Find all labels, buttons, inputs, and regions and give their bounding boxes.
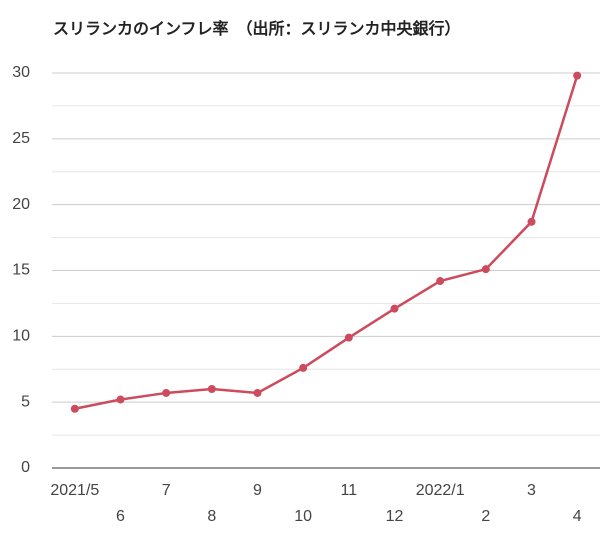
y-tick-label: 25 [12, 130, 30, 147]
point [162, 388, 171, 397]
y-tick-label: 0 [21, 459, 30, 476]
point [344, 333, 353, 342]
y-tick-label: 10 [12, 328, 30, 345]
point [70, 404, 79, 413]
x-tick-label: 3 [527, 482, 536, 499]
x-tick-label: 4 [573, 508, 582, 525]
chart-title: スリランカのインフレ率 （出所：スリランカ中央銀行） [53, 19, 461, 38]
x-tick-label: 6 [116, 508, 125, 525]
y-tick-label: 20 [12, 196, 30, 213]
point [299, 363, 308, 372]
point [116, 395, 125, 404]
x-tick-label: 10 [294, 508, 312, 525]
x-tick-label: 2022/1 [416, 482, 465, 499]
point [481, 265, 490, 274]
x-tick-label: 7 [162, 482, 171, 499]
point [390, 304, 399, 313]
x-tick-label: 2 [481, 508, 490, 525]
line [74, 75, 579, 410]
x-tick-label: 9 [253, 482, 262, 499]
x-tick-label: 2021/5 [50, 482, 99, 499]
y-tick-label: 15 [12, 262, 30, 279]
point [573, 71, 582, 80]
point [436, 277, 445, 286]
x-tick-label: 12 [386, 508, 404, 525]
point [253, 388, 262, 397]
y-tick-label: 30 [12, 64, 30, 81]
y-tick-label: 5 [21, 393, 30, 410]
point [207, 385, 216, 393]
x-tick-label: 8 [207, 508, 216, 525]
x-tick-label: 11 [341, 482, 358, 499]
point [527, 217, 536, 226]
